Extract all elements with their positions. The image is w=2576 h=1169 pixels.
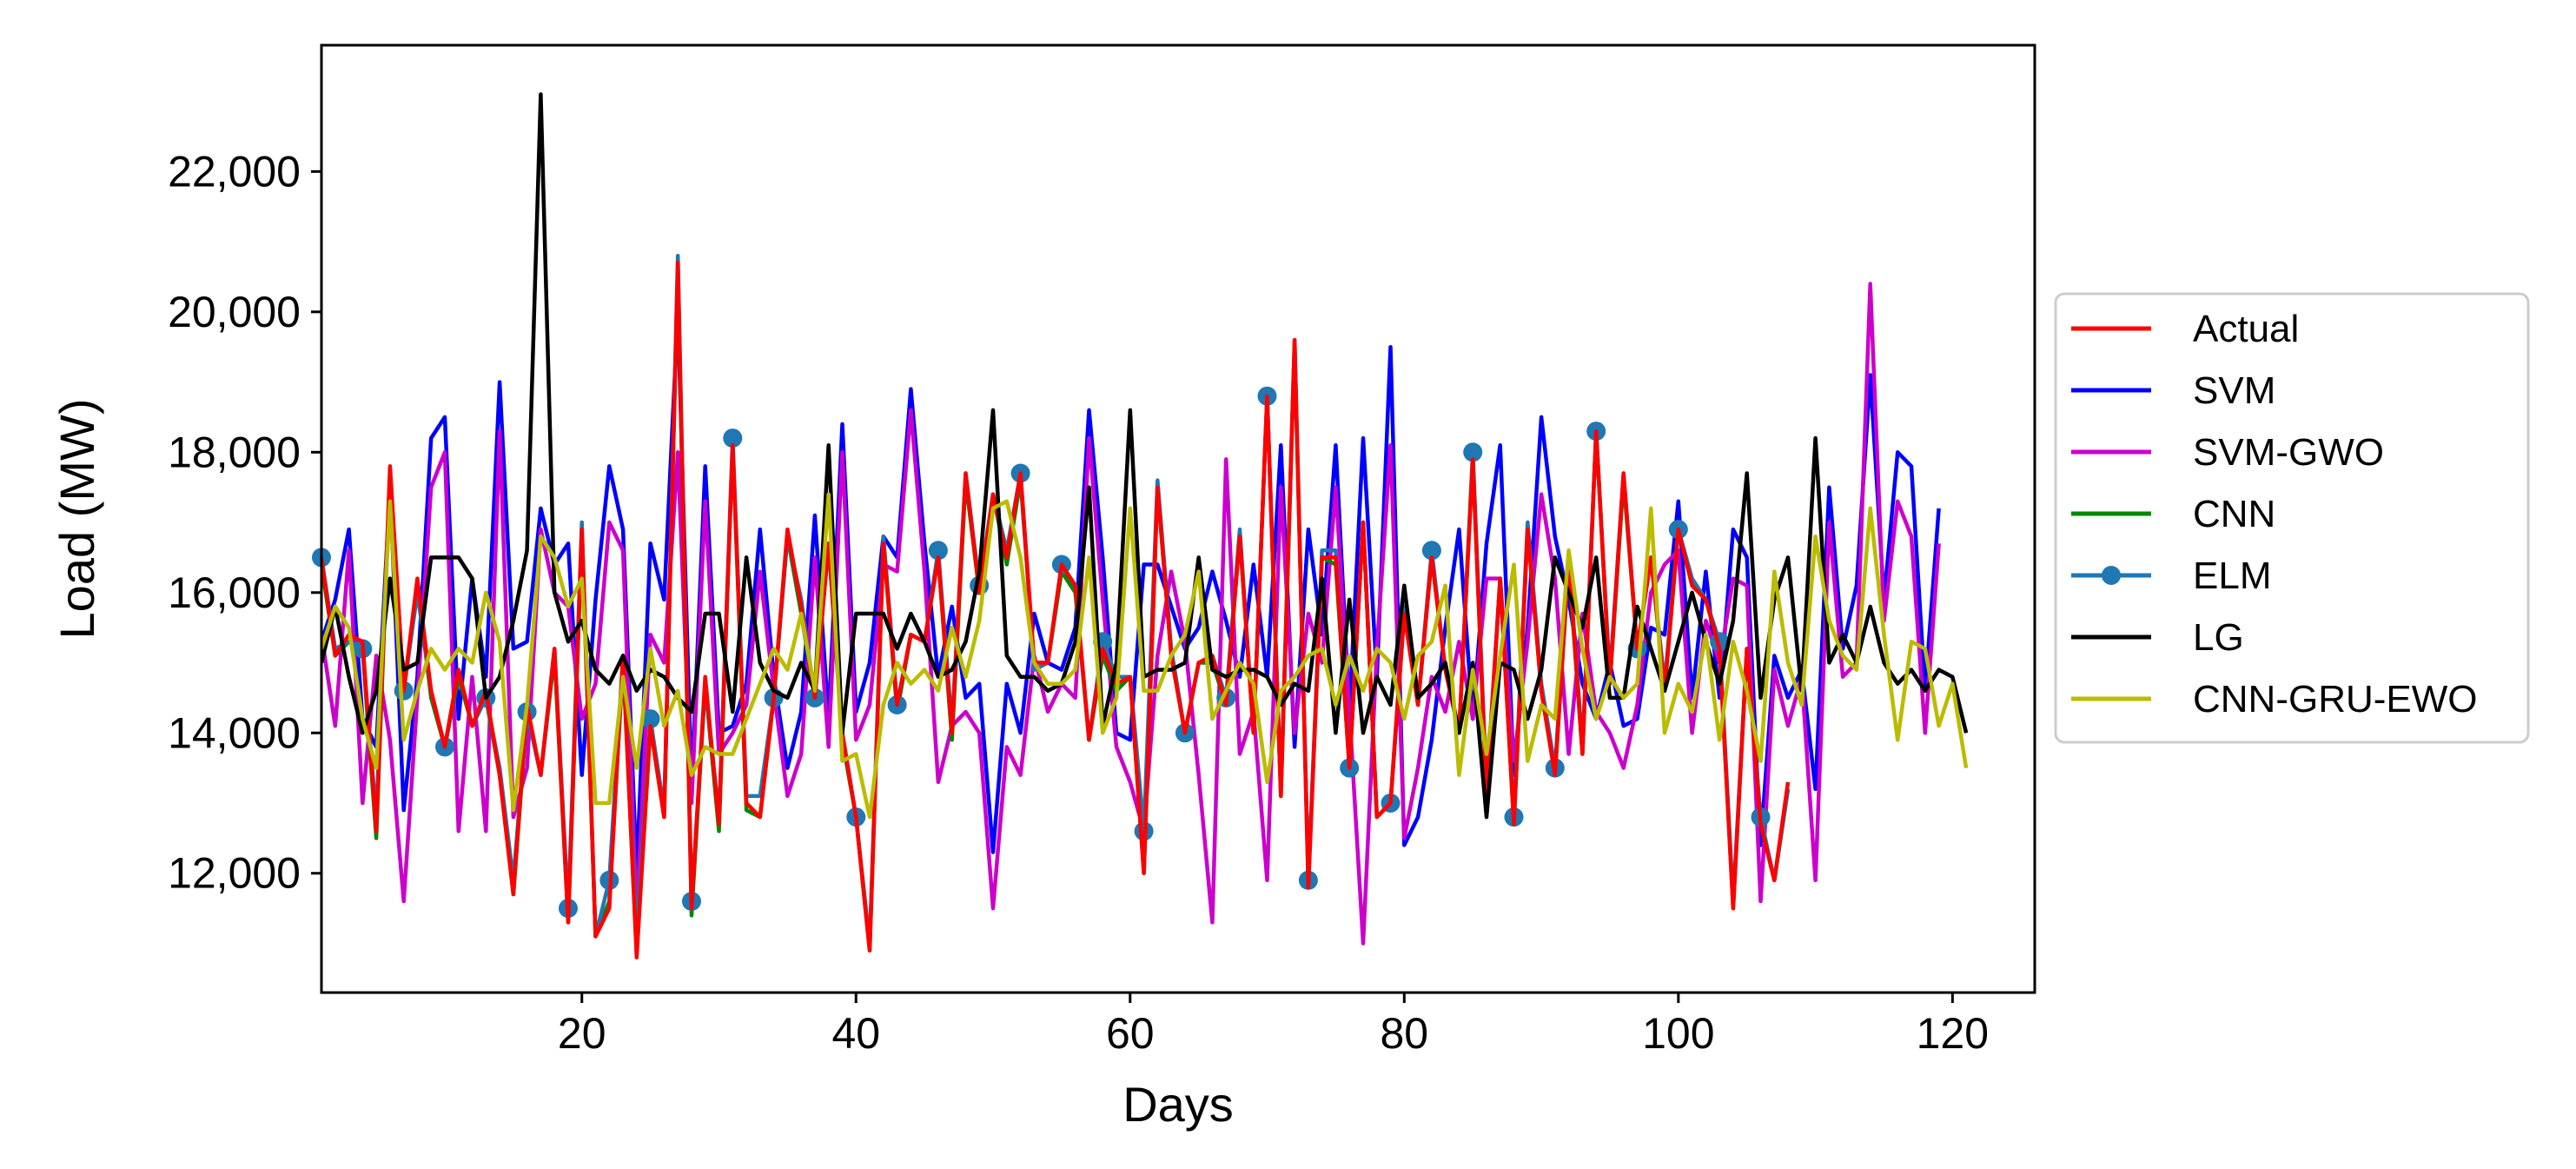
y-tick-label: 18,000 [168,428,301,476]
legend-label-svm-gwo: SVM-GWO [2193,431,2384,474]
y-tick-label: 22,000 [168,147,301,196]
series-point-elm [723,428,743,448]
x-tick-label: 100 [1642,1009,1714,1058]
y-tick-label: 16,000 [168,568,301,617]
series-line-cnn-gru-ewo [321,492,1969,820]
x-tick-label: 20 [558,1009,606,1058]
y-tick-label: 14,000 [168,708,301,757]
x-tick-label: 120 [1917,1009,1989,1058]
series-point-elm [1463,442,1483,462]
y-axis: 12,000 14,000 16,000 18,000 20,000 22,000 [168,147,321,898]
x-axis: 20 40 60 80 100 120 [558,993,1989,1058]
y-tick-label: 12,000 [168,849,301,898]
series-layer [312,92,1969,960]
legend-label-lg: LG [2193,616,2244,659]
series-line-svm-gwo [321,282,1941,946]
legend-label-actual: Actual [2193,308,2299,350]
legend: Actual SVM SVM-GWO CNN ELM LG CNN-GRU-EWO [2054,292,2530,744]
legend-frame [2054,292,2530,744]
series-point-elm [928,541,948,561]
legend-label-cnn: CNN [2193,493,2275,535]
legend-label-cnn-gru-ewo: CNN-GRU-EWO [2193,678,2478,721]
x-axis-title: Days [1122,1077,1234,1132]
x-tick-label: 80 [1380,1009,1428,1058]
x-tick-label: 60 [1106,1009,1155,1058]
plot-area-frame [320,43,2036,994]
y-tick-label: 20,000 [168,288,301,336]
legend-label-svm: SVM [2193,369,2275,412]
x-tick-label: 40 [831,1009,880,1058]
legend-marker-elm [2102,566,2121,585]
y-axis-title: Load (MW) [50,399,104,640]
series-point-elm [1421,541,1441,561]
legend-label-elm: ELM [2193,555,2271,597]
series-point-elm [640,709,660,729]
